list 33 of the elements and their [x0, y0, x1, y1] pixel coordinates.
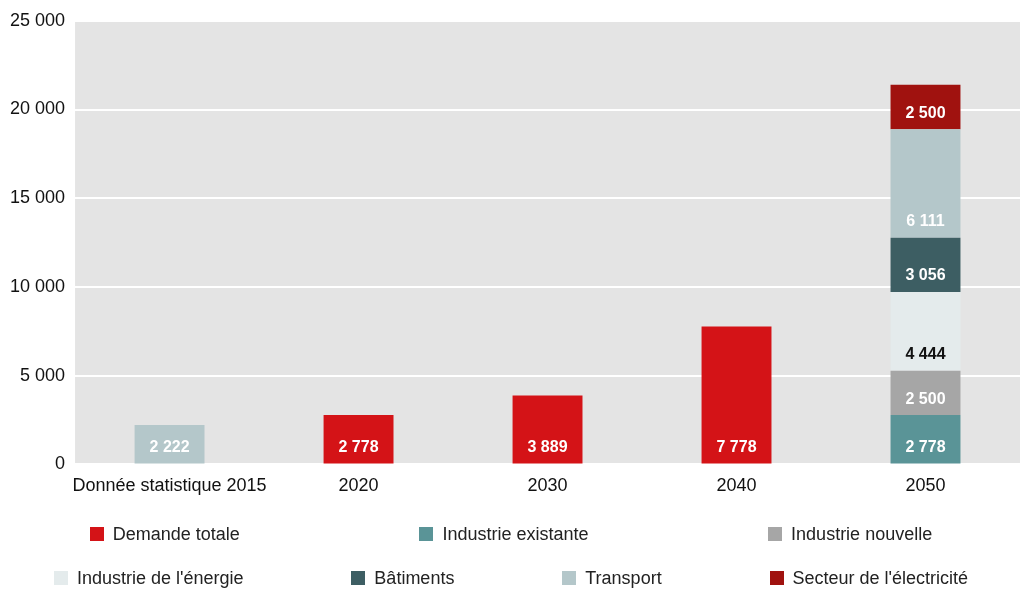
legend-label: Secteur de l'électricité	[792, 567, 969, 589]
bar	[323, 415, 394, 464]
data-label: 3 056	[905, 266, 946, 284]
y-tick-label: 10 000	[9, 275, 66, 296]
y-tick-label: 20 000	[9, 98, 66, 119]
bar	[512, 395, 583, 464]
x-tick-label: Donnée statistique 2015	[72, 475, 267, 496]
y-tick-label: 5 000	[20, 364, 66, 385]
bar	[701, 326, 772, 464]
y-tick-label: 25 000	[9, 9, 66, 30]
data-label: 2 778	[905, 437, 946, 455]
x-tick-label: 2020	[338, 475, 379, 496]
legend-label: Bâtiments	[374, 567, 455, 589]
x-tick-label: 2030	[527, 475, 568, 496]
x-tick-label: 2050	[905, 475, 946, 496]
legend-label: Industrie nouvelle	[791, 523, 933, 545]
data-label: 2 222	[149, 437, 190, 455]
data-label: 7 778	[716, 437, 757, 455]
data-label: 6 111	[906, 212, 945, 230]
data-label: 2 500	[905, 103, 946, 121]
data-label: 2 500	[905, 389, 946, 407]
x-tick-label: 2040	[716, 475, 757, 496]
y-tick-label: 0	[55, 453, 66, 474]
legend-label: Industrie existante	[442, 523, 589, 545]
data-label: 2 778	[338, 437, 379, 455]
legend-label: Transport	[585, 567, 662, 589]
legend-label: Demande totale	[112, 523, 240, 545]
bar	[890, 129, 961, 238]
data-label: 3 889	[527, 437, 568, 455]
y-tick-label: 15 000	[9, 187, 66, 208]
data-label: 4 444	[905, 345, 946, 363]
bar	[890, 415, 961, 464]
legend-label: Industrie de l'énergie	[76, 567, 244, 589]
